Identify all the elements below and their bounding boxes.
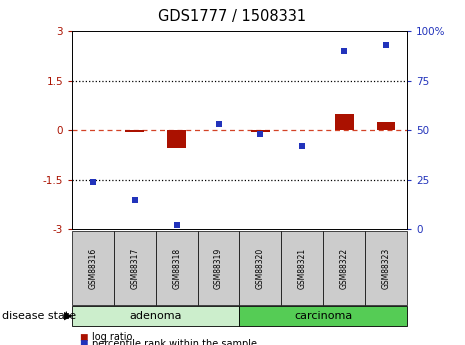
Bar bbox=[167, 130, 186, 148]
Bar bbox=[251, 130, 270, 132]
Text: GDS1777 / 1508331: GDS1777 / 1508331 bbox=[159, 9, 306, 23]
Text: ■: ■ bbox=[79, 339, 87, 345]
Text: ▶: ▶ bbox=[64, 311, 73, 321]
Bar bbox=[377, 122, 395, 130]
Text: adenoma: adenoma bbox=[130, 311, 182, 321]
Text: percentile rank within the sample: percentile rank within the sample bbox=[92, 339, 257, 345]
Text: GSM88321: GSM88321 bbox=[298, 248, 307, 289]
Text: GSM88317: GSM88317 bbox=[130, 248, 140, 289]
Bar bbox=[335, 114, 353, 130]
Text: carcinoma: carcinoma bbox=[294, 311, 352, 321]
Text: GSM88322: GSM88322 bbox=[339, 248, 349, 289]
Text: disease state: disease state bbox=[2, 311, 76, 321]
Text: GSM88323: GSM88323 bbox=[381, 248, 391, 289]
Bar bbox=[126, 130, 144, 132]
Text: log ratio: log ratio bbox=[92, 333, 133, 342]
Text: GSM88319: GSM88319 bbox=[214, 248, 223, 289]
Text: ■: ■ bbox=[79, 333, 87, 342]
Text: GSM88316: GSM88316 bbox=[88, 248, 98, 289]
Text: GSM88318: GSM88318 bbox=[172, 248, 181, 289]
Text: GSM88320: GSM88320 bbox=[256, 248, 265, 289]
